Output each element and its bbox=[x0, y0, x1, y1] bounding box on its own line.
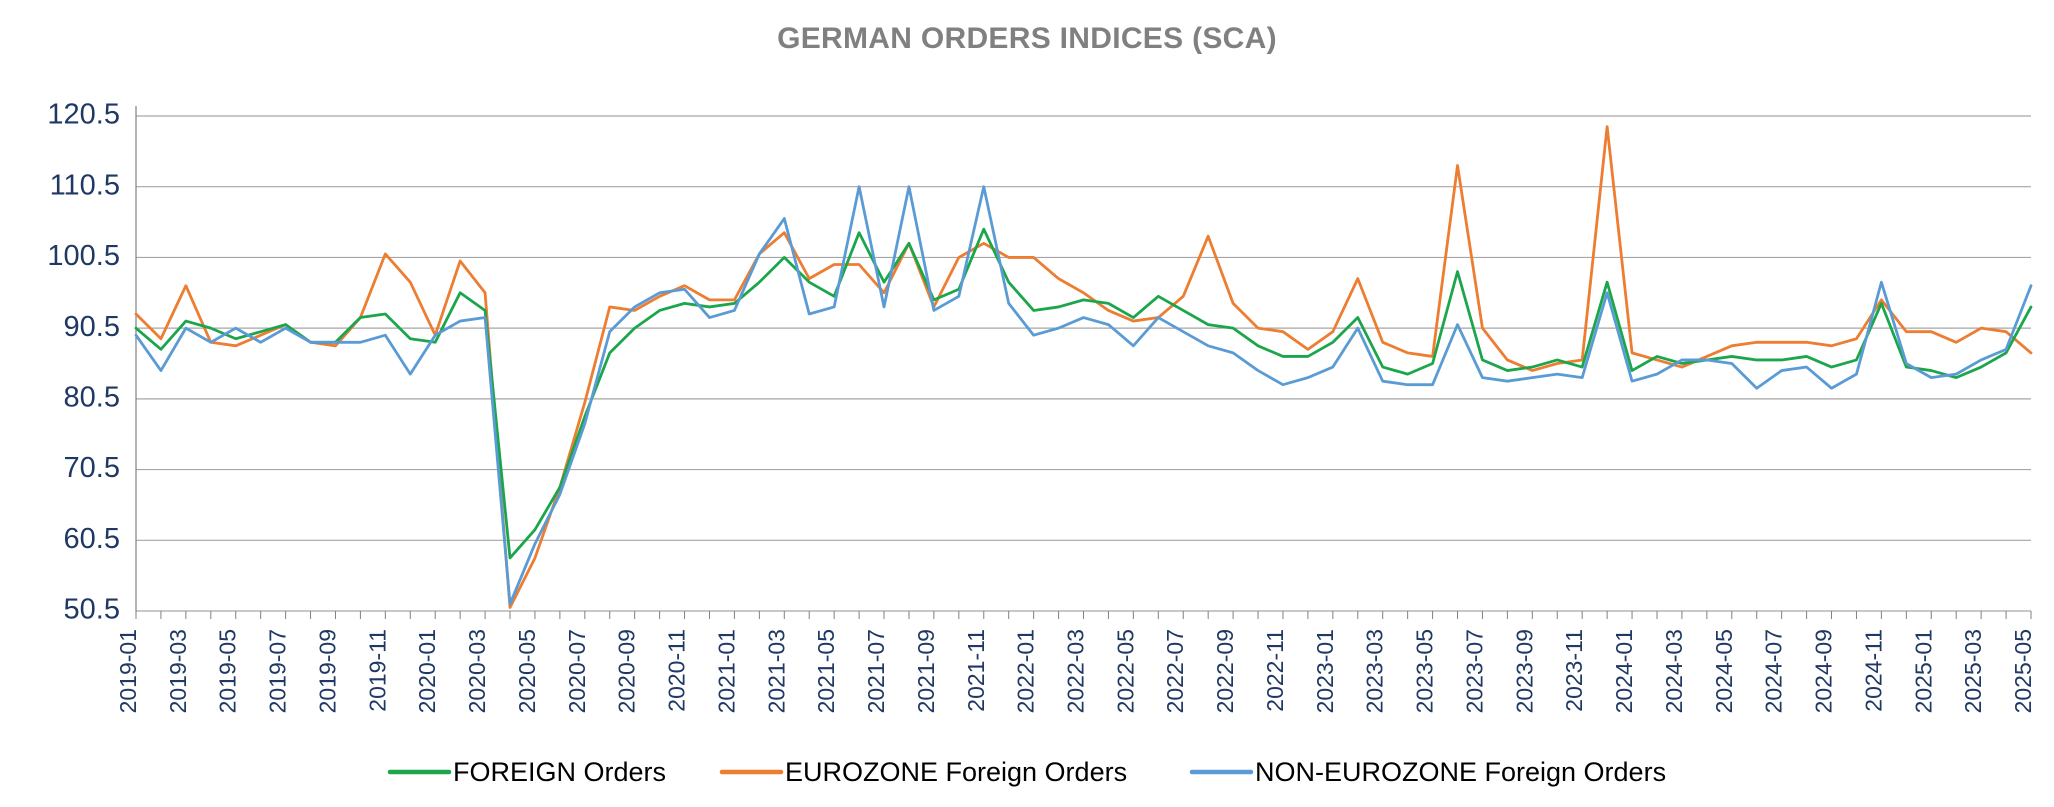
svg-text:EUROZONE Foreign Orders: EUROZONE Foreign Orders bbox=[785, 757, 1127, 787]
svg-text:110.5: 110.5 bbox=[50, 169, 120, 201]
svg-text:2020-11: 2020-11 bbox=[664, 629, 690, 712]
svg-text:50.5: 50.5 bbox=[64, 594, 120, 626]
svg-text:2024-03: 2024-03 bbox=[1661, 629, 1687, 713]
svg-text:2023-03: 2023-03 bbox=[1362, 629, 1388, 713]
svg-text:2024-09: 2024-09 bbox=[1811, 629, 1837, 713]
svg-text:GERMAN ORDERS INDICES (SCA): GERMAN ORDERS INDICES (SCA) bbox=[777, 22, 1277, 55]
svg-text:2020-01: 2020-01 bbox=[414, 629, 440, 713]
svg-text:2024-11: 2024-11 bbox=[1860, 629, 1886, 712]
svg-text:2023-09: 2023-09 bbox=[1511, 629, 1537, 713]
svg-text:2021-05: 2021-05 bbox=[813, 629, 839, 713]
svg-text:2022-05: 2022-05 bbox=[1112, 629, 1138, 713]
svg-text:2019-03: 2019-03 bbox=[165, 629, 191, 713]
svg-text:2024-01: 2024-01 bbox=[1611, 629, 1637, 713]
svg-text:2022-11: 2022-11 bbox=[1262, 629, 1288, 712]
svg-text:2019-07: 2019-07 bbox=[265, 629, 291, 713]
svg-text:60.5: 60.5 bbox=[64, 523, 120, 555]
svg-text:2019-05: 2019-05 bbox=[215, 629, 241, 713]
svg-text:70.5: 70.5 bbox=[64, 452, 120, 484]
svg-text:2025-03: 2025-03 bbox=[1960, 629, 1986, 713]
svg-text:2022-09: 2022-09 bbox=[1212, 629, 1238, 713]
svg-text:2020-09: 2020-09 bbox=[614, 629, 640, 713]
svg-text:NON-EUROZONE Foreign Orders: NON-EUROZONE Foreign Orders bbox=[1255, 757, 1666, 787]
svg-text:2023-11: 2023-11 bbox=[1561, 629, 1587, 712]
svg-text:2021-09: 2021-09 bbox=[913, 629, 939, 713]
svg-text:2021-01: 2021-01 bbox=[713, 629, 739, 713]
svg-text:2025-01: 2025-01 bbox=[1910, 629, 1936, 713]
svg-text:2020-05: 2020-05 bbox=[514, 629, 540, 713]
svg-text:80.5: 80.5 bbox=[64, 382, 120, 414]
svg-text:2022-03: 2022-03 bbox=[1063, 629, 1089, 713]
svg-text:2024-05: 2024-05 bbox=[1711, 629, 1737, 713]
svg-text:2022-07: 2022-07 bbox=[1162, 629, 1188, 713]
svg-text:120.5: 120.5 bbox=[47, 99, 120, 131]
svg-text:2021-03: 2021-03 bbox=[763, 629, 789, 713]
svg-text:100.5: 100.5 bbox=[47, 240, 120, 272]
svg-text:2021-11: 2021-11 bbox=[963, 629, 989, 712]
svg-text:90.5: 90.5 bbox=[64, 311, 120, 343]
svg-text:2022-01: 2022-01 bbox=[1013, 629, 1039, 713]
svg-text:2025-05: 2025-05 bbox=[2010, 629, 2036, 713]
svg-text:FOREIGN Orders: FOREIGN Orders bbox=[453, 757, 666, 787]
svg-text:2019-09: 2019-09 bbox=[314, 629, 340, 713]
svg-text:2019-11: 2019-11 bbox=[364, 629, 390, 712]
svg-text:2019-01: 2019-01 bbox=[115, 629, 141, 713]
svg-text:2023-05: 2023-05 bbox=[1412, 629, 1438, 713]
svg-text:2021-07: 2021-07 bbox=[863, 629, 889, 713]
svg-text:2023-07: 2023-07 bbox=[1461, 629, 1487, 713]
svg-text:2023-01: 2023-01 bbox=[1312, 629, 1338, 713]
svg-text:2020-03: 2020-03 bbox=[464, 629, 490, 713]
svg-text:2024-07: 2024-07 bbox=[1761, 629, 1787, 713]
svg-text:2020-07: 2020-07 bbox=[564, 629, 590, 713]
